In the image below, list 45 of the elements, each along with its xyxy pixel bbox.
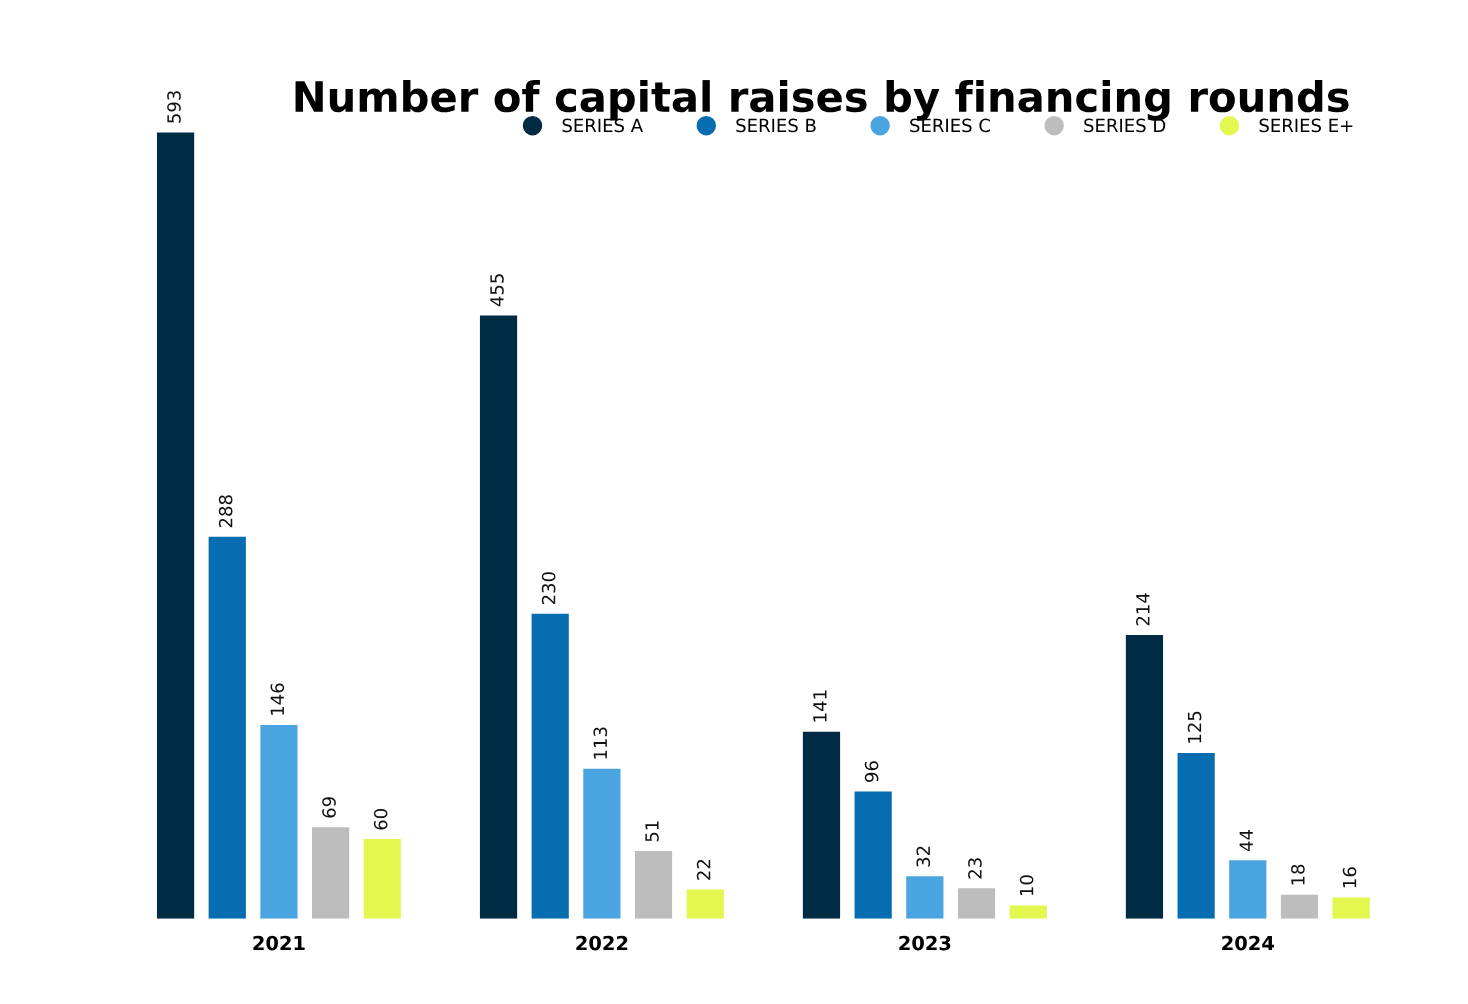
data-label: 593 (167, 91, 181, 123)
data-label: 32 (916, 846, 931, 867)
bar (957, 888, 996, 919)
bar (1280, 894, 1319, 919)
x-tick-label: 2021 (253, 935, 305, 951)
data-label: 141 (813, 690, 827, 722)
data-label: 22 (696, 859, 711, 880)
data-label: 214 (1136, 593, 1150, 626)
bar (906, 876, 944, 919)
data-label: 146 (270, 683, 285, 715)
data-label: 455 (490, 274, 504, 307)
bar (1009, 905, 1047, 919)
data-label: 69 (322, 797, 336, 818)
data-label: 18 (1291, 864, 1305, 885)
data-label: 230 (541, 572, 556, 605)
data-label: 60 (373, 809, 388, 830)
bar (1332, 897, 1370, 919)
x-tick-label: 2022 (576, 935, 628, 951)
data-label: 10 (1019, 875, 1034, 896)
data-label: 125 (1187, 711, 1202, 743)
x-tick-label: 2024 (1222, 935, 1274, 951)
bar (1229, 860, 1267, 919)
data-label: 113 (593, 727, 608, 759)
bar (363, 839, 401, 919)
bar (531, 613, 569, 919)
legend-label: SERIES E+ (1259, 118, 1353, 133)
bar (208, 536, 246, 919)
data-label: 288 (218, 495, 233, 528)
bar (634, 851, 673, 919)
bar (311, 827, 350, 919)
bar (1125, 634, 1164, 919)
bar (156, 132, 195, 919)
data-label: 96 (864, 761, 879, 782)
bar (260, 725, 298, 919)
bar (479, 315, 518, 919)
data-label: 16 (1342, 867, 1357, 888)
data-label: 44 (1239, 830, 1253, 852)
x-tick-label: 2023 (899, 935, 951, 951)
bar (583, 768, 621, 919)
bar (802, 731, 841, 919)
bar (1177, 752, 1215, 919)
data-label: 51 (645, 821, 659, 842)
data-label: 23 (968, 858, 982, 879)
bar (854, 791, 892, 919)
bar (686, 889, 724, 919)
